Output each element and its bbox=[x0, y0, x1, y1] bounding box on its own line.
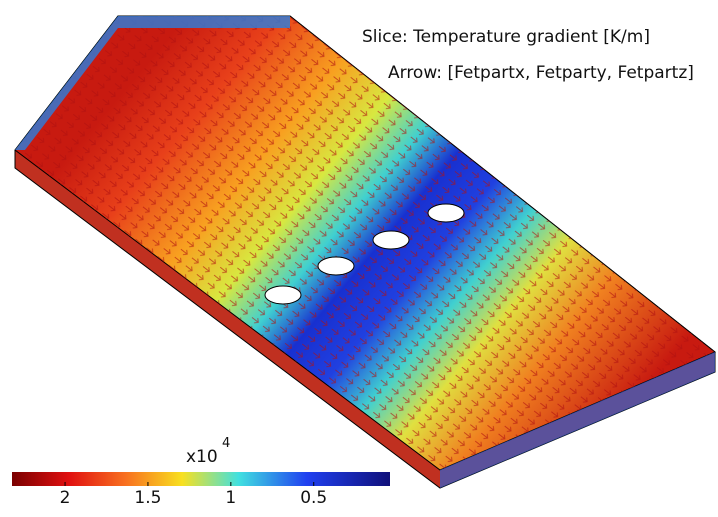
colorbar-tick-label: 2 bbox=[60, 488, 71, 508]
colorbar-tick-label: 0.5 bbox=[300, 488, 327, 508]
colorbar-multiplier: x10 bbox=[186, 447, 218, 467]
plate bbox=[14, 15, 716, 489]
colorbar bbox=[12, 472, 390, 486]
colorbar-exponent: 4 bbox=[222, 436, 230, 451]
colorbar-tick-label: 1.5 bbox=[134, 488, 161, 508]
slice-label: Slice: Temperature gradient [K/m] bbox=[362, 27, 650, 47]
colorbar-tick-label: 1 bbox=[225, 488, 236, 508]
arrow-label: Arrow: [Fetpartx, Fetparty, Fetpartz] bbox=[388, 63, 694, 83]
